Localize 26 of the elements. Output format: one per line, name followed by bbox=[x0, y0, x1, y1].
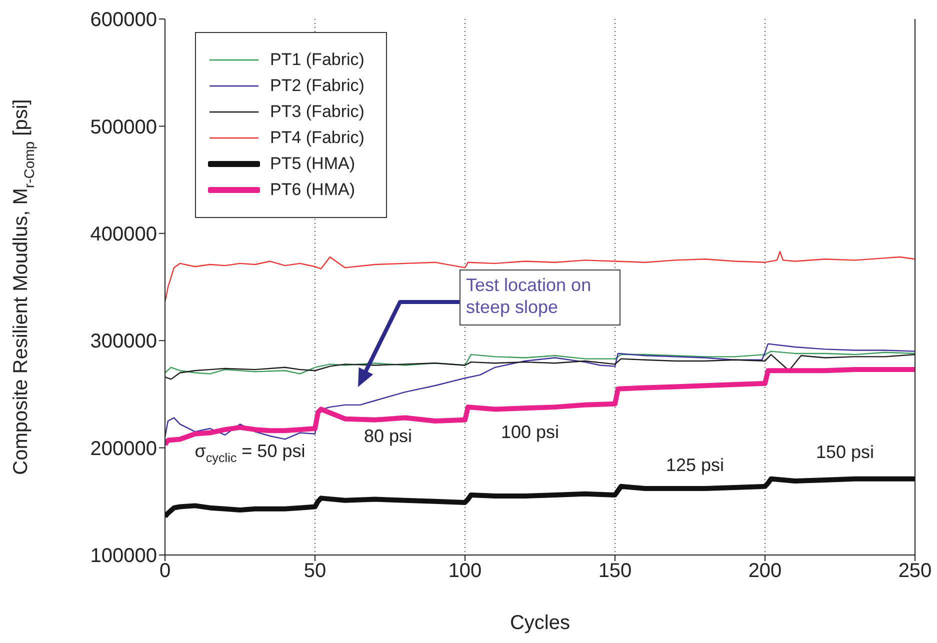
annotation: σ$_{cyclic}$ = 50 psi bbox=[194, 440, 306, 466]
x-axis-title: Cycles bbox=[510, 612, 570, 634]
line-series bbox=[165, 350, 915, 374]
y-tick-label: 400000 bbox=[90, 224, 157, 246]
legend-label: PT4 (Fabric) bbox=[270, 128, 364, 148]
y-tick-label: 300000 bbox=[90, 330, 157, 353]
x-tick-label: 50 bbox=[304, 560, 326, 582]
annotation: Test location on steep slope bbox=[466, 275, 592, 317]
annotation: 80 psi bbox=[364, 426, 412, 446]
legend-label: PT1 (Fabric) bbox=[270, 50, 364, 70]
y-tick-label: 100000 bbox=[90, 545, 157, 568]
y-tick-label: 500000 bbox=[90, 116, 157, 138]
x-tick-label: 150 bbox=[598, 560, 632, 582]
annotation: 125 psi bbox=[666, 454, 724, 475]
y-tick-label: 200000 bbox=[90, 438, 157, 460]
annotation: 100 psi bbox=[500, 422, 560, 442]
legend-label: PT6 (HMA) bbox=[270, 180, 355, 200]
legend-label: PT3 (Fabric) bbox=[270, 102, 364, 122]
x-tick-label: 250 bbox=[898, 560, 932, 582]
legend-label: PT2 (Fabric) bbox=[270, 76, 364, 96]
x-tick-label: 100 bbox=[448, 560, 482, 582]
x-tick-label: 200 bbox=[748, 560, 782, 582]
annotation: 150 psi bbox=[816, 442, 874, 462]
y-tick-label: 600000 bbox=[90, 9, 157, 32]
legend-label: PT5 (HMA) bbox=[270, 154, 355, 174]
x-tick-label: 0 bbox=[159, 560, 171, 582]
